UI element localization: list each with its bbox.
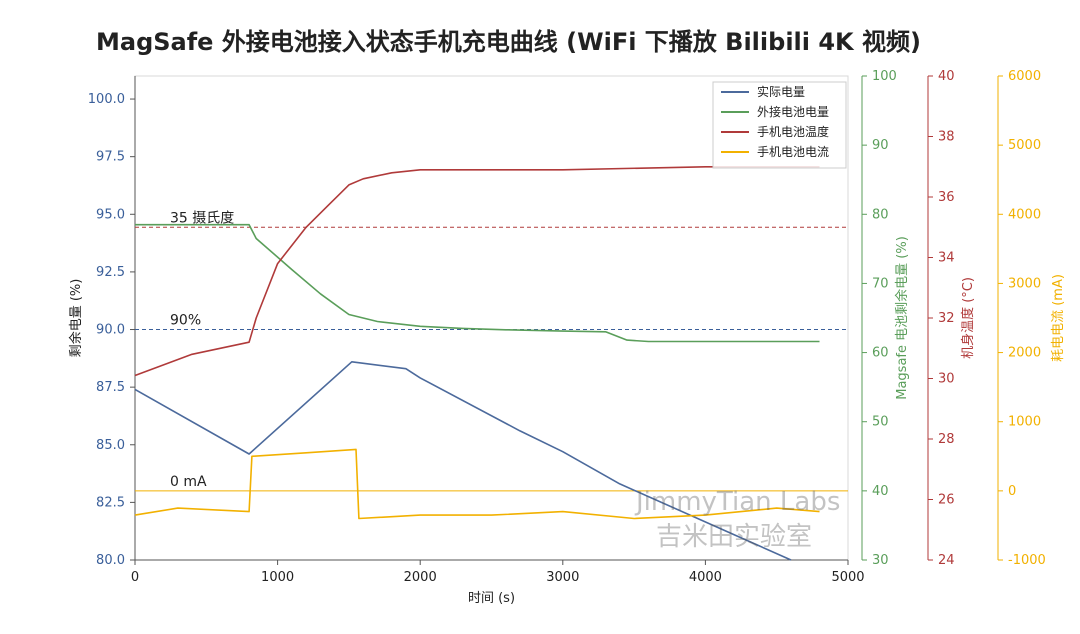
- y1-tick-label: 92.5: [96, 265, 125, 280]
- y2-axis-title: Magsafe 电池剩余电量 (%): [894, 236, 910, 400]
- y3-tick-label: 26: [938, 493, 955, 508]
- y3-tick-label: 38: [938, 130, 955, 145]
- reference-line-label: 35 摄氏度: [170, 210, 234, 226]
- y3-tick-label: 28: [938, 432, 955, 447]
- y2-tick-label: 70: [872, 276, 889, 291]
- y1-axis-title: 剩余电量 (%): [68, 279, 84, 358]
- y1-tick-label: 85.0: [96, 438, 125, 453]
- reference-line-label: 0 mA: [170, 474, 207, 490]
- y4-tick-label: 2000: [1008, 346, 1041, 361]
- y3-tick-label: 32: [938, 311, 955, 326]
- y1-tick-label: 87.5: [96, 380, 125, 395]
- legend-label: 实际电量: [757, 84, 805, 99]
- y2-tick-label: 90: [872, 138, 889, 153]
- series-line: [134, 448, 820, 520]
- y1-tick-label: 90.0: [96, 323, 125, 338]
- y3-tick-label: 40: [938, 69, 955, 84]
- x-tick-label: 4000: [689, 570, 722, 585]
- x-tick-label: 2000: [404, 570, 437, 585]
- y4-tick-label: 0: [1008, 484, 1016, 499]
- y3-tick-label: 30: [938, 372, 955, 387]
- y4-axis-title: 耗电电流 (mA): [1051, 274, 1066, 362]
- y4-tick-label: 3000: [1008, 276, 1041, 291]
- y1-tick-label: 100.0: [88, 92, 125, 107]
- y1-tick-label: 80.0: [96, 553, 125, 568]
- legend-label: 手机电池温度: [757, 124, 829, 139]
- y1-tick-label: 95.0: [96, 207, 125, 222]
- legend-box: [712, 81, 847, 169]
- y4-tick-label: 1000: [1008, 415, 1041, 430]
- x-tick-label: 1000: [261, 570, 294, 585]
- y3-axis-title: 机身温度 (°C): [960, 277, 976, 359]
- y2-tick-label: 40: [872, 484, 889, 499]
- y2-tick-label: 100: [872, 69, 897, 84]
- y1-tick-label: 97.5: [96, 150, 125, 165]
- y4-tick-label: -1000: [1008, 553, 1046, 568]
- x-tick-label: 3000: [546, 570, 579, 585]
- y3-tick-label: 34: [938, 251, 955, 266]
- x-tick-label: 0: [131, 570, 139, 585]
- y1-tick-label: 82.5: [96, 495, 125, 510]
- y4-tick-label: 4000: [1008, 207, 1041, 222]
- y4-tick-label: 5000: [1008, 138, 1041, 153]
- watermark-text: JimmyTian Labs: [634, 487, 840, 517]
- legend-label: 外接电池电量: [757, 104, 829, 119]
- x-axis-title: 时间 (s): [468, 591, 515, 606]
- chart-title: MagSafe 外接电池接入状态手机充电曲线 (WiFi 下播放 Bilibil…: [96, 28, 921, 56]
- legend-label: 手机电池电流: [757, 145, 829, 159]
- y3-tick-label: 36: [938, 190, 955, 205]
- y4-tick-label: 6000: [1008, 69, 1041, 84]
- reference-line-label: 90%: [170, 313, 201, 329]
- y2-tick-label: 60: [872, 346, 889, 361]
- x-tick-label: 5000: [831, 570, 864, 585]
- series-line: [134, 360, 792, 561]
- y2-tick-label: 30: [872, 553, 889, 568]
- watermark-text: 吉米田实验室: [656, 522, 812, 552]
- series-line: [134, 166, 820, 377]
- y3-tick-label: 24: [938, 553, 955, 568]
- y2-tick-label: 50: [872, 415, 889, 430]
- y2-tick-label: 80: [872, 207, 889, 222]
- series-line: [135, 223, 820, 343]
